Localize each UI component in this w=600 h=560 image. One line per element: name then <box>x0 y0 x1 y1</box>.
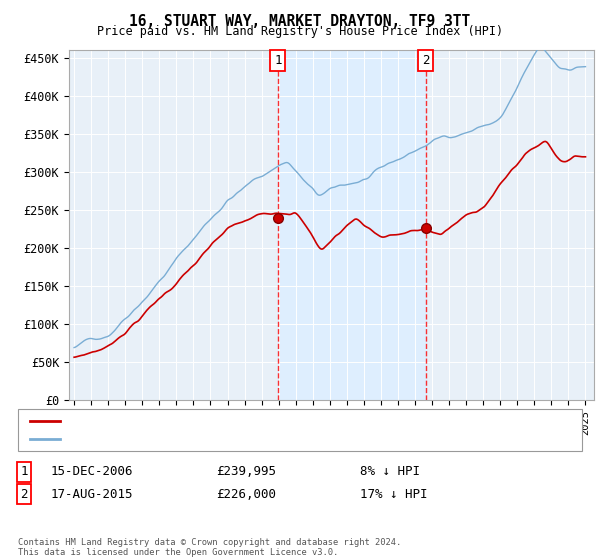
Text: 8% ↓ HPI: 8% ↓ HPI <box>360 465 420 478</box>
Text: Price paid vs. HM Land Registry's House Price Index (HPI): Price paid vs. HM Land Registry's House … <box>97 25 503 38</box>
Text: 16, STUART WAY, MARKET DRAYTON, TF9 3TT: 16, STUART WAY, MARKET DRAYTON, TF9 3TT <box>130 14 470 29</box>
Text: 1: 1 <box>20 465 28 478</box>
Text: £226,000: £226,000 <box>216 488 276 501</box>
Text: 16, STUART WAY, MARKET DRAYTON, TF9 3TT (detached house): 16, STUART WAY, MARKET DRAYTON, TF9 3TT … <box>69 416 433 426</box>
Text: 17% ↓ HPI: 17% ↓ HPI <box>360 488 427 501</box>
Text: 2: 2 <box>422 54 430 67</box>
Text: HPI: Average price, detached house, Shropshire: HPI: Average price, detached house, Shro… <box>69 434 368 444</box>
Text: 1: 1 <box>274 54 282 67</box>
Text: 2: 2 <box>20 488 28 501</box>
Text: 17-AUG-2015: 17-AUG-2015 <box>51 488 133 501</box>
Text: Contains HM Land Registry data © Crown copyright and database right 2024.
This d: Contains HM Land Registry data © Crown c… <box>18 538 401 557</box>
Bar <box>278 50 426 400</box>
Text: £239,995: £239,995 <box>216 465 276 478</box>
Text: 15-DEC-2006: 15-DEC-2006 <box>51 465 133 478</box>
